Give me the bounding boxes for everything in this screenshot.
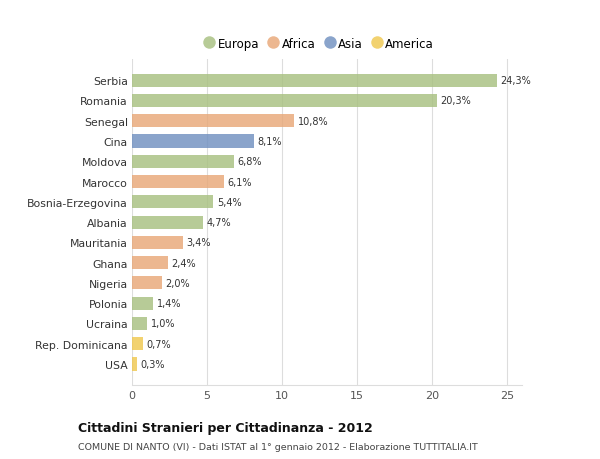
Bar [132, 74, 497, 88]
Bar [132, 337, 143, 351]
Text: COMUNE DI NANTO (VI) - Dati ISTAT al 1° gennaio 2012 - Elaborazione TUTTITALIA.I: COMUNE DI NANTO (VI) - Dati ISTAT al 1° … [78, 442, 478, 451]
Bar [132, 156, 234, 168]
Bar [132, 358, 137, 371]
Legend: Europa, Africa, Asia, America: Europa, Africa, Asia, America [200, 33, 439, 56]
Text: 5,4%: 5,4% [217, 197, 241, 207]
Bar [132, 196, 213, 209]
Text: 6,1%: 6,1% [227, 177, 252, 187]
Bar [132, 135, 254, 148]
Text: 4,7%: 4,7% [206, 218, 231, 228]
Bar [132, 95, 437, 108]
Text: 2,0%: 2,0% [166, 278, 190, 288]
Text: 2,4%: 2,4% [172, 258, 196, 268]
Text: 0,3%: 0,3% [140, 359, 165, 369]
Bar [132, 257, 168, 269]
Bar [132, 176, 223, 189]
Text: 10,8%: 10,8% [298, 117, 328, 127]
Bar [132, 236, 183, 249]
Bar [132, 216, 203, 229]
Bar [132, 115, 294, 128]
Text: 3,4%: 3,4% [187, 238, 211, 248]
Text: 20,3%: 20,3% [440, 96, 471, 106]
Text: 6,8%: 6,8% [238, 157, 262, 167]
Bar [132, 277, 162, 290]
Text: 8,1%: 8,1% [257, 137, 282, 147]
Text: 1,4%: 1,4% [157, 298, 181, 308]
Text: 0,7%: 0,7% [146, 339, 171, 349]
Text: 1,0%: 1,0% [151, 319, 175, 329]
Text: 24,3%: 24,3% [500, 76, 531, 86]
Bar [132, 297, 153, 310]
Text: Cittadini Stranieri per Cittadinanza - 2012: Cittadini Stranieri per Cittadinanza - 2… [78, 421, 373, 434]
Bar [132, 317, 147, 330]
